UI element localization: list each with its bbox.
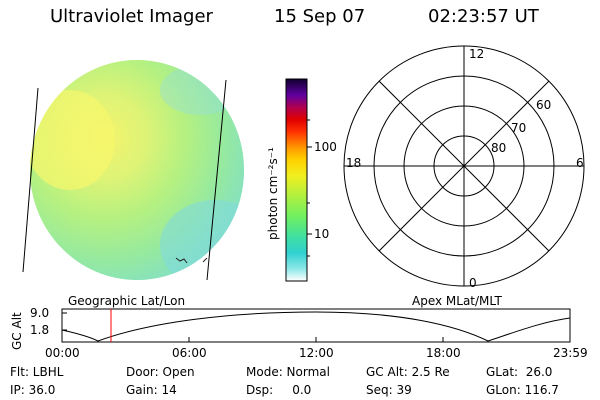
info-glat: GLat: 26.0 [486,365,553,379]
polar-label-18: 18 [346,156,362,170]
polar-label-0: 0 [469,276,477,290]
info-glon: GLon: 116.7 [486,383,559,397]
polar-label-6: 6 [576,156,584,170]
altitude-y-ticks [62,312,67,331]
altitude-ytick-9: 9.0 [30,306,50,320]
right-boundary-line [206,79,227,281]
time-label: 02:23:57 UT [428,6,539,27]
apex-label: Apex MLat/MLT [412,294,502,308]
info-mode: Mode: Normal [246,365,330,379]
altitude-xtick-1200: 12:00 [299,346,334,360]
polar-ring-label-80: 80 [491,141,507,155]
colorbar-ticks [307,119,312,257]
altitude-xtick-1800: 18:00 [426,346,461,360]
polar-label-12: 12 [469,47,485,61]
info-gc-alt: GC Alt: 2.5 Re [366,365,450,379]
info-door: Door: Open [126,365,195,379]
colorbar [285,78,308,282]
info-ip: IP: 36.0 [10,383,56,397]
altitude-xtick-2359: 23:59 [553,346,588,360]
altitude-ylabel: GC Alt [10,312,24,350]
date-label: 15 Sep 07 [274,6,366,27]
info-seq: Seq: 39 [366,383,412,397]
altitude-xtick-0600: 06:00 [172,346,207,360]
colorbar-tick-10: 10 [314,227,330,241]
polar-ring-label-60: 60 [536,98,552,112]
coastline-fragment [175,257,208,264]
uv-disc [30,60,244,280]
info-gain: Gain: 14 [126,383,177,397]
instrument-title: Ultraviolet Imager [50,6,213,27]
info-dsp: Dsp: 0.0 [246,383,312,397]
colorbar-unit-label: photon cm⁻²s⁻¹ [266,147,280,240]
altitude-curve [61,311,571,342]
left-boundary-line [22,87,39,273]
altitude-xtick-0000: 00:00 [45,346,80,360]
info-filter: Flt: LBHL [10,365,64,379]
geographic-label: Geographic Lat/Lon [68,294,186,308]
colorbar-tick-100: 100 [314,140,337,154]
polar-plot [343,45,585,287]
altitude-x-ticks [61,337,571,342]
polar-ring-label-70: 70 [511,121,527,135]
altitude-ytick-1-8: 1.8 [30,323,50,337]
